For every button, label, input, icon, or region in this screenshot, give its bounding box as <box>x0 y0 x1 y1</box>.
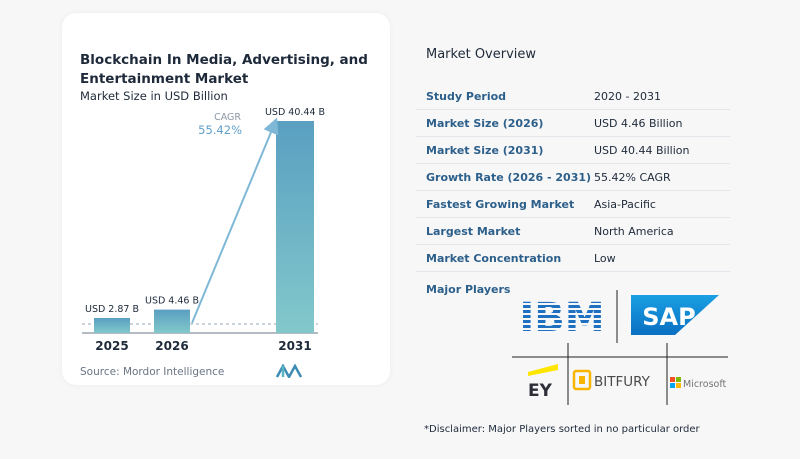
overview-row: Growth Rate (2026 - 2031) 55.42% CAGR <box>416 164 730 191</box>
overview-row-value: USD 40.44 Billion <box>594 144 690 157</box>
source-note: Source: Mordor Intelligence <box>80 366 225 378</box>
chart-subtitle: Market Size in USD Billion <box>80 89 228 103</box>
x-tick-label: 2031 <box>278 339 311 353</box>
bar-2026 <box>154 309 190 333</box>
overview-row-value: 55.42% CAGR <box>594 171 671 184</box>
overview-row-label: Market Size (2026) <box>426 117 544 130</box>
overview-row-value: 2020 - 2031 <box>594 90 661 103</box>
overview-row: Market Size (2026) USD 4.46 Billion <box>416 110 730 137</box>
sap-logo-icon: SAP <box>631 295 719 335</box>
major-players-label: Major Players <box>426 283 511 296</box>
ibm-logo-icon: IBM <box>519 295 604 335</box>
data-label: USD 40.44 B <box>265 107 325 118</box>
microsoft-logo-icon: Microsoft <box>670 377 727 390</box>
overview-row-value: North America <box>594 225 674 238</box>
microsoft-logo: Microsoft <box>670 370 728 396</box>
bar-2025 <box>94 317 130 333</box>
cagr-value: 55.42% <box>198 123 242 137</box>
overview-row: Largest Market North America <box>416 218 730 245</box>
cagr-label: CAGR <box>214 112 241 123</box>
ey-logo: EY <box>515 360 565 404</box>
sap-logo: SAP <box>628 292 722 338</box>
overview-row-label: Largest Market <box>426 225 521 238</box>
overview-row-value: Asia-Pacific <box>594 198 656 211</box>
ibm-logo: IBM <box>512 292 612 338</box>
cagr-arrow <box>191 117 279 324</box>
overview-row-label: Market Size (2031) <box>426 144 544 157</box>
overview-row-label: Fastest Growing Market <box>426 198 575 211</box>
overview-row-label: Market Concentration <box>426 252 562 265</box>
x-tick-label: 2026 <box>155 339 188 353</box>
overview-title: Market Overview <box>426 47 537 62</box>
overview-row-label: Study Period <box>426 90 507 103</box>
overview-row-value: Low <box>594 252 616 265</box>
svg-text:IBM: IBM <box>519 295 604 335</box>
disclaimer: *Disclaimer: Major Players sorted in no … <box>424 424 700 435</box>
ey-logo-icon: EY <box>528 364 558 401</box>
x-tick-label: 2025 <box>95 339 128 353</box>
overview-row-value: USD 4.46 Billion <box>594 117 683 130</box>
svg-text:Microsoft: Microsoft <box>683 379 727 390</box>
overview-row: Market Size (2031) USD 40.44 Billion <box>416 137 730 164</box>
overview-row-label: Growth Rate (2026 - 2031) <box>426 171 592 184</box>
mordor-logo-icon <box>276 364 302 378</box>
data-label: USD 2.87 B <box>85 304 139 315</box>
bar-2031 <box>276 121 314 333</box>
bitfury-logo-icon: BITFURY <box>572 369 651 391</box>
overview-row: Study Period 2020 - 2031 <box>416 83 730 110</box>
svg-text:EY: EY <box>528 381 553 401</box>
data-label: USD 4.46 B <box>145 296 199 307</box>
bitfury-logo: BITFURY <box>572 362 664 398</box>
chart-title: Blockchain In Media, Advertising, and En… <box>80 52 368 87</box>
overview-row: Market Concentration Low <box>416 245 730 272</box>
overview-row: Fastest Growing Market Asia-Pacific <box>416 191 730 218</box>
svg-text:BITFURY: BITFURY <box>594 374 651 390</box>
svg-text:SAP: SAP <box>642 303 695 331</box>
